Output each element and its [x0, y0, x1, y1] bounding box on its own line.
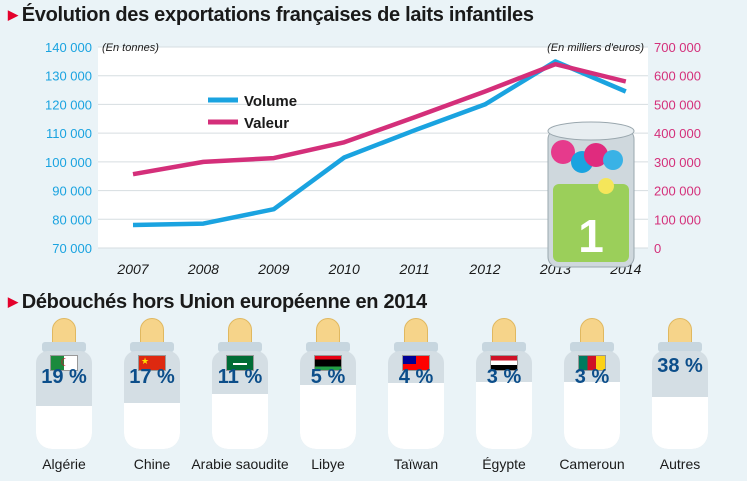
y-right-unit-label: (En milliers d'euros)	[547, 42, 644, 54]
bottle-cameroun: 3 % Cameroun	[556, 318, 628, 478]
bottle-fill	[124, 403, 180, 450]
share-percent: 4 %	[388, 366, 444, 389]
bottle-fill	[564, 382, 620, 450]
bottle-fill	[36, 406, 92, 450]
y-left-unit-label: (En tonnes)	[102, 42, 159, 54]
y-right-tick-label: 400 000	[654, 126, 701, 141]
bottle-body: ★ 17 %	[124, 351, 180, 449]
can-number: 1	[578, 210, 604, 262]
bottle-arabie-saoudite: 11 % Arabie saoudite	[204, 318, 276, 478]
share-percent: 5 %	[300, 366, 356, 389]
title-arrow-icon: ▶	[8, 7, 18, 22]
y-right-tick-label: 100 000	[654, 212, 701, 227]
bottle-body: 38 %	[652, 351, 708, 449]
y-left-tick-label: 140 000	[45, 40, 92, 55]
country-label: Autres	[628, 456, 732, 472]
bottle-egypte: 3 % Égypte	[468, 318, 540, 478]
share-percent: 17 %	[124, 366, 180, 389]
y-left-tick-label: 100 000	[45, 155, 92, 170]
bottle-libye: 5 % Libye	[292, 318, 364, 478]
bottle-body: 4 %	[388, 351, 444, 449]
bottle-fill	[476, 382, 532, 450]
x-tick-label: 2009	[257, 261, 289, 277]
bottle-body: 11 %	[212, 351, 268, 449]
bottle-autres: 38 % Autres	[644, 318, 716, 478]
bottle-body: 3 %	[564, 351, 620, 449]
line-chart: 140 000 700 000 130 000 600 000 120 000 500 0…	[0, 34, 747, 284]
bottle-body: 3 %	[476, 351, 532, 449]
y-right-tick-label: 300 000	[654, 155, 701, 170]
legend-label: Valeur	[244, 115, 289, 132]
x-tick-label: 2010	[328, 261, 360, 277]
title-arrow-icon: ▶	[8, 294, 18, 309]
milk-can-lid	[548, 122, 634, 140]
y-left-tick-label: 130 000	[45, 69, 92, 84]
bottle-body: ☾ 19 %	[36, 351, 92, 449]
x-tick-label: 2007	[116, 261, 149, 277]
y-left-tick-label: 80 000	[52, 212, 92, 227]
bottle-fill	[388, 383, 444, 449]
x-tick-label: 2008	[187, 261, 219, 277]
bottle-fill	[652, 397, 708, 449]
y-right-tick-label: 0	[654, 241, 661, 256]
y-left-tick-label: 110 000	[46, 126, 92, 141]
bottle-fill	[212, 394, 268, 450]
bottle-algerie: ☾ 19 % Algérie	[28, 318, 100, 478]
share-percent: 11 %	[212, 366, 268, 389]
bottle-body: 5 %	[300, 351, 356, 449]
bottle-taiwan: 4 % Taïwan	[380, 318, 452, 478]
share-percent: 3 %	[476, 366, 532, 389]
y-left-tick-label: 70 000	[52, 241, 92, 256]
y-right-tick-label: 700 000	[654, 40, 701, 55]
bottles-title: ▶ Débouchés hors Union européenne en 2014	[8, 291, 427, 314]
share-percent: 3 %	[564, 366, 620, 389]
destinations-row: ☾ 19 % Algérie ★ 17 % Chine 11 % Arabie …	[28, 318, 728, 478]
bottle-fill	[300, 385, 356, 450]
y-left-tick-label: 120 000	[45, 97, 92, 112]
y-left-tick-label: 90 000	[52, 184, 92, 199]
share-percent: 19 %	[36, 366, 92, 389]
can-dot	[603, 150, 623, 170]
bottle-chine: ★ 17 % Chine	[116, 318, 188, 478]
legend-label: Volume	[244, 93, 297, 110]
x-tick-label: 2011	[399, 261, 430, 277]
chart-title-text: Évolution des exportations françaises de…	[22, 4, 534, 26]
x-tick-label: 2012	[468, 261, 500, 277]
can-dot	[598, 178, 614, 194]
y-right-tick-label: 500 000	[654, 97, 701, 112]
bottles-title-text: Débouchés hors Union européenne en 2014	[22, 291, 427, 313]
share-percent: 38 %	[652, 355, 708, 378]
y-right-tick-label: 600 000	[654, 69, 701, 84]
y-right-tick-label: 200 000	[654, 184, 701, 199]
chart-title: ▶ Évolution des exportations françaises d…	[8, 4, 534, 27]
